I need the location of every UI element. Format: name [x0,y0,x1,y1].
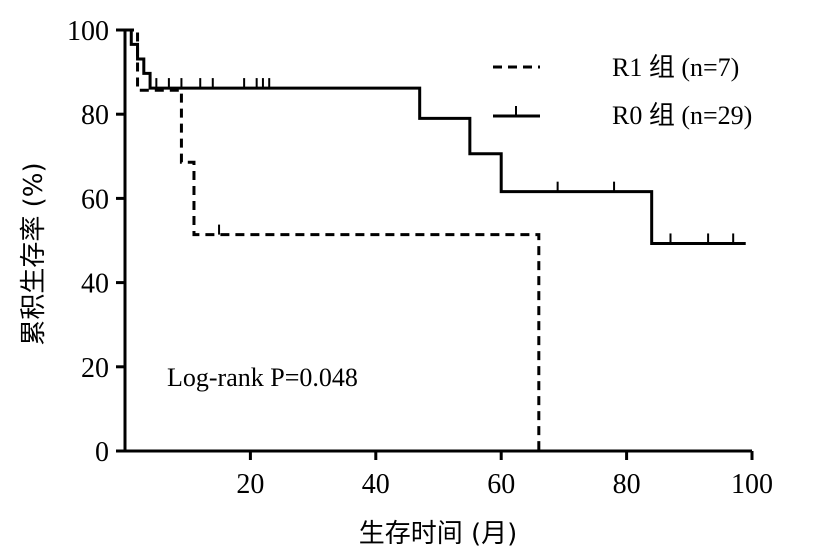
x-axis-title: 生存时间 (月) [359,519,518,549]
series-layer [125,28,746,451]
x-tick-label-40: 40 [362,469,390,500]
tick-labels: 0 20 40 60 80 100 20 40 60 80 100 [67,16,773,500]
x-tick-label-80: 80 [613,469,641,500]
series-1-curve [125,28,746,245]
y-tick-label-40: 40 [81,269,109,300]
legend: R1 组 (n=7) R0 组 (n=29) [493,53,752,130]
x-tick-label-100: 100 [731,469,773,500]
legend-label-r0: R0 组 (n=29) [612,101,752,130]
y-tick-label-100: 100 [67,16,109,47]
axis-ticks [116,28,754,460]
x-tick-label-20: 20 [236,469,264,500]
y-tick-label-80: 80 [81,100,109,131]
y-axis-title: 累积生存率 (%) [19,162,49,345]
legend-label-r1: R1 组 (n=7) [612,53,739,82]
log-rank-annotation: Log-rank P=0.048 [167,363,358,392]
y-tick-label-60: 60 [81,184,109,215]
x-tick-label-60: 60 [487,469,515,500]
y-tick-label-20: 20 [81,353,109,384]
y-tick-label-0: 0 [95,437,109,468]
